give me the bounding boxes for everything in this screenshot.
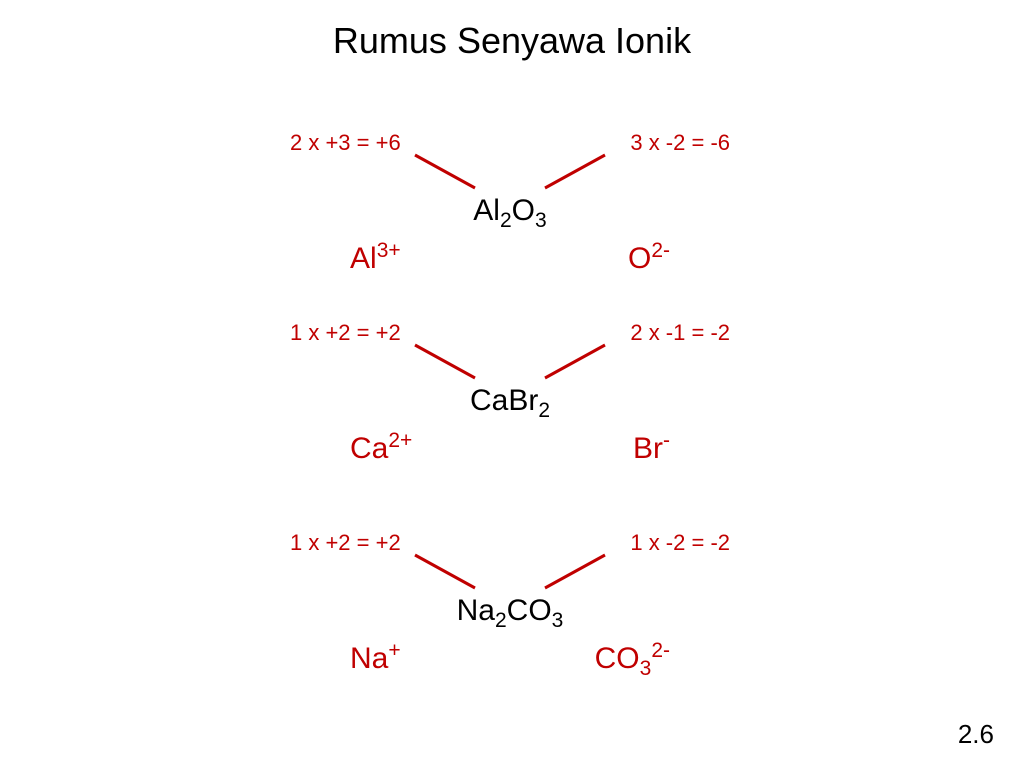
cation: Al3+ bbox=[350, 239, 401, 276]
compound-block-na2co3: 1 x +2 = +2 1 x -2 = -2 Na2CO3 Na+ CO32- bbox=[290, 530, 730, 681]
calc-left: 1 x +2 = +2 bbox=[290, 320, 401, 346]
calc-left: 2 x +3 = +6 bbox=[290, 130, 401, 156]
calc-right: 1 x -2 = -2 bbox=[630, 530, 730, 556]
slide-title: Rumus Senyawa Ionik bbox=[0, 20, 1024, 62]
compound-formula: CaBr2 bbox=[290, 384, 730, 423]
compound-formula: Na2CO3 bbox=[290, 594, 730, 633]
cation: Na+ bbox=[350, 639, 401, 681]
page-reference: 2.6 bbox=[958, 719, 994, 750]
anion: Br- bbox=[633, 429, 670, 466]
cation: Ca2+ bbox=[350, 429, 412, 466]
anion: CO32- bbox=[595, 639, 670, 681]
compound-block-cabr2: 1 x +2 = +2 2 x -1 = -2 CaBr2 Ca2+ Br- bbox=[290, 320, 730, 466]
compound-block-al2o3: 2 x +3 = +6 3 x -2 = -6 Al2O3 Al3+ O2- bbox=[290, 130, 730, 276]
calc-left: 1 x +2 = +2 bbox=[290, 530, 401, 556]
anion: O2- bbox=[628, 239, 670, 276]
calc-right: 2 x -1 = -2 bbox=[630, 320, 730, 346]
calc-right: 3 x -2 = -6 bbox=[630, 130, 730, 156]
compound-formula: Al2O3 bbox=[290, 194, 730, 233]
